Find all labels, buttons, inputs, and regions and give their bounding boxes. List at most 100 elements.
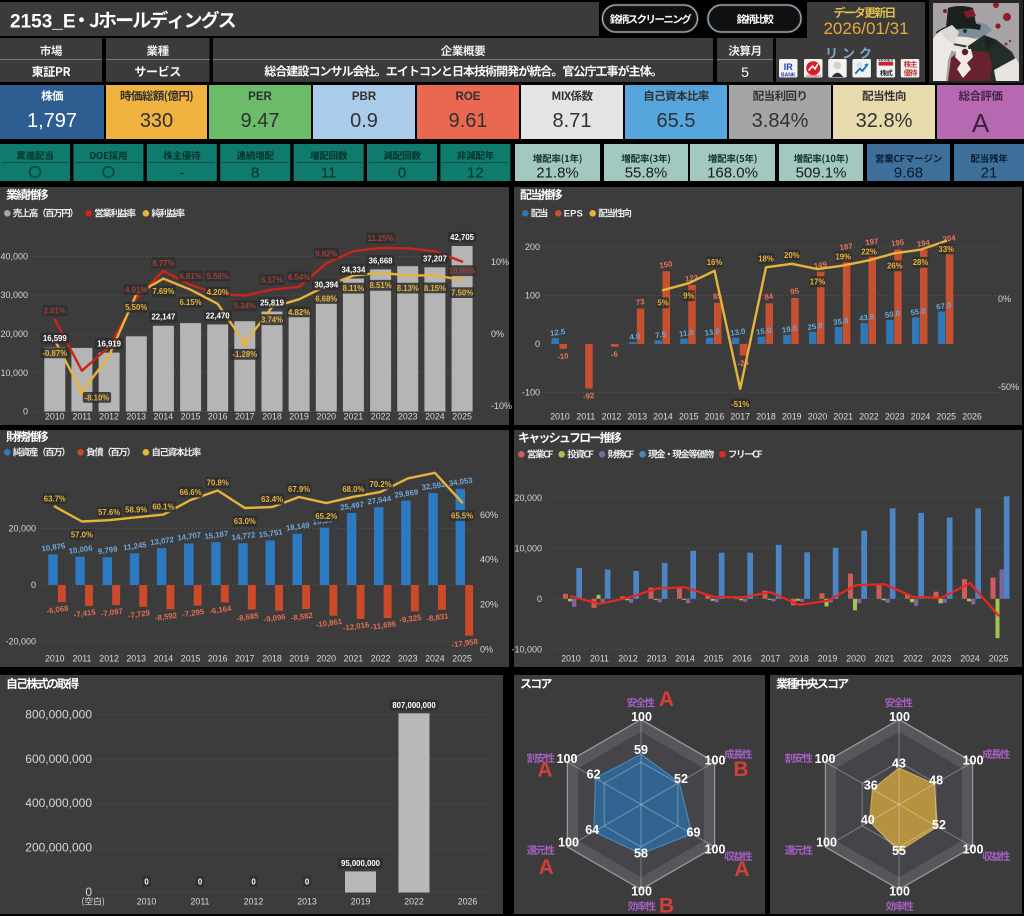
svg-text:67.9%: 67.9%	[288, 485, 310, 494]
svg-text:4.20%: 4.20%	[207, 288, 229, 297]
svg-text:0: 0	[305, 878, 310, 887]
svg-text:0%: 0%	[998, 294, 1011, 304]
svg-text:-8,592: -8,592	[154, 611, 178, 623]
svg-text:25.0: 25.0	[807, 321, 824, 332]
svg-text:600,000,000: 600,000,000	[25, 752, 92, 766]
svg-text:509.1%: 509.1%	[796, 165, 847, 182]
svg-text:40,000: 40,000	[0, 252, 28, 262]
svg-text:30,394: 30,394	[314, 281, 339, 290]
svg-text:9%: 9%	[683, 292, 694, 301]
svg-text:2020: 2020	[317, 412, 337, 422]
svg-text:28%: 28%	[913, 258, 929, 267]
svg-text:65.5%: 65.5%	[451, 511, 473, 520]
svg-text:2015: 2015	[181, 654, 201, 664]
svg-text:52: 52	[932, 818, 946, 832]
svg-text:2021: 2021	[833, 412, 853, 422]
svg-text:MONEX: MONEX	[878, 58, 893, 63]
svg-text:400,000,000: 400,000,000	[25, 796, 92, 810]
svg-text:PBR: PBR	[352, 91, 377, 103]
svg-text:68.0%: 68.0%	[342, 485, 364, 494]
svg-text:2014: 2014	[653, 412, 673, 422]
svg-text:2015: 2015	[181, 412, 201, 422]
svg-text:100: 100	[558, 836, 579, 850]
svg-text:7.50%: 7.50%	[451, 289, 473, 298]
svg-text:13.0: 13.0	[704, 327, 721, 338]
svg-text:0: 0	[23, 407, 28, 417]
svg-text:100: 100	[525, 291, 540, 301]
svg-text:-6,068: -6,068	[46, 604, 70, 616]
svg-text:12: 12	[467, 165, 484, 182]
svg-text:-10,861: -10,861	[315, 617, 343, 630]
svg-text:2021: 2021	[344, 412, 364, 422]
svg-text:36: 36	[864, 779, 878, 793]
svg-text:-8,685: -8,685	[236, 611, 260, 623]
svg-text:65.2%: 65.2%	[315, 512, 337, 521]
svg-text:8: 8	[251, 165, 259, 182]
svg-text:B: B	[659, 895, 674, 916]
svg-text:2020: 2020	[846, 654, 866, 664]
svg-text:5.34%: 5.34%	[234, 302, 256, 311]
svg-text:-9,325: -9,325	[399, 613, 423, 625]
svg-text:9.68: 9.68	[894, 165, 923, 182]
svg-text:2023: 2023	[398, 412, 418, 422]
svg-text:2011: 2011	[590, 654, 609, 664]
svg-text:55.0: 55.0	[910, 306, 927, 317]
svg-text:20%: 20%	[480, 600, 498, 610]
svg-text:8.13%: 8.13%	[397, 284, 419, 293]
svg-text:2018: 2018	[756, 412, 776, 422]
svg-text:3.74%: 3.74%	[261, 316, 283, 325]
svg-text:2026: 2026	[962, 412, 982, 422]
svg-text:2012: 2012	[99, 412, 119, 422]
svg-text:26%: 26%	[887, 262, 903, 271]
svg-text:2018: 2018	[789, 654, 809, 664]
svg-text:15,187: 15,187	[204, 529, 229, 541]
svg-text:21: 21	[981, 165, 998, 182]
svg-text:-10: -10	[557, 351, 570, 362]
svg-text:10,006: 10,006	[68, 544, 94, 556]
svg-text:2025: 2025	[989, 654, 1009, 664]
svg-text:100: 100	[631, 885, 652, 899]
svg-text:21.8%: 21.8%	[536, 165, 579, 182]
svg-text:100: 100	[815, 752, 836, 766]
svg-text:1,797: 1,797	[27, 110, 77, 132]
svg-text:85: 85	[712, 291, 722, 301]
svg-text:100: 100	[889, 885, 910, 899]
svg-text:10.06%: 10.06%	[449, 267, 476, 276]
svg-text:43: 43	[892, 757, 906, 771]
svg-text:0: 0	[535, 339, 540, 349]
svg-text:0.9: 0.9	[350, 110, 378, 132]
svg-text:2026: 2026	[458, 897, 478, 907]
svg-text:34,053: 34,053	[448, 476, 474, 488]
svg-text:10%: 10%	[491, 257, 509, 267]
svg-text:194: 194	[916, 238, 931, 249]
svg-text:2017: 2017	[730, 412, 750, 422]
svg-text:-6: -6	[610, 349, 619, 359]
svg-text:2012: 2012	[99, 654, 119, 664]
svg-text:2025: 2025	[452, 654, 472, 664]
svg-text:19%: 19%	[835, 253, 851, 262]
svg-text:0: 0	[144, 878, 149, 887]
svg-text:32.8%: 32.8%	[856, 110, 913, 132]
svg-text:8.77%: 8.77%	[152, 259, 174, 268]
svg-text:-11,696: -11,696	[370, 619, 398, 632]
svg-text:A: A	[659, 688, 674, 711]
svg-text:A: A	[539, 856, 554, 879]
svg-text:2013: 2013	[627, 412, 647, 422]
svg-text:ROE: ROE	[456, 91, 481, 103]
svg-text:8.51%: 8.51%	[370, 281, 392, 290]
svg-text:95: 95	[790, 286, 800, 296]
svg-text:2022: 2022	[371, 654, 391, 664]
svg-text:2012: 2012	[244, 897, 264, 907]
svg-text:2.01%: 2.01%	[44, 307, 66, 316]
svg-text:5: 5	[741, 64, 749, 80]
svg-text:63.7%: 63.7%	[44, 495, 66, 504]
svg-text:19.0: 19.0	[781, 324, 798, 335]
svg-text:33%: 33%	[938, 245, 954, 254]
svg-text:minkabu: minkabu	[806, 73, 821, 78]
svg-text:2013: 2013	[647, 654, 667, 664]
svg-text:-6,164: -6,164	[209, 604, 233, 616]
svg-text:2019: 2019	[289, 412, 309, 422]
svg-text:330: 330	[140, 110, 173, 132]
svg-text:200,000,000: 200,000,000	[25, 841, 92, 855]
svg-text:20%: 20%	[784, 251, 800, 260]
